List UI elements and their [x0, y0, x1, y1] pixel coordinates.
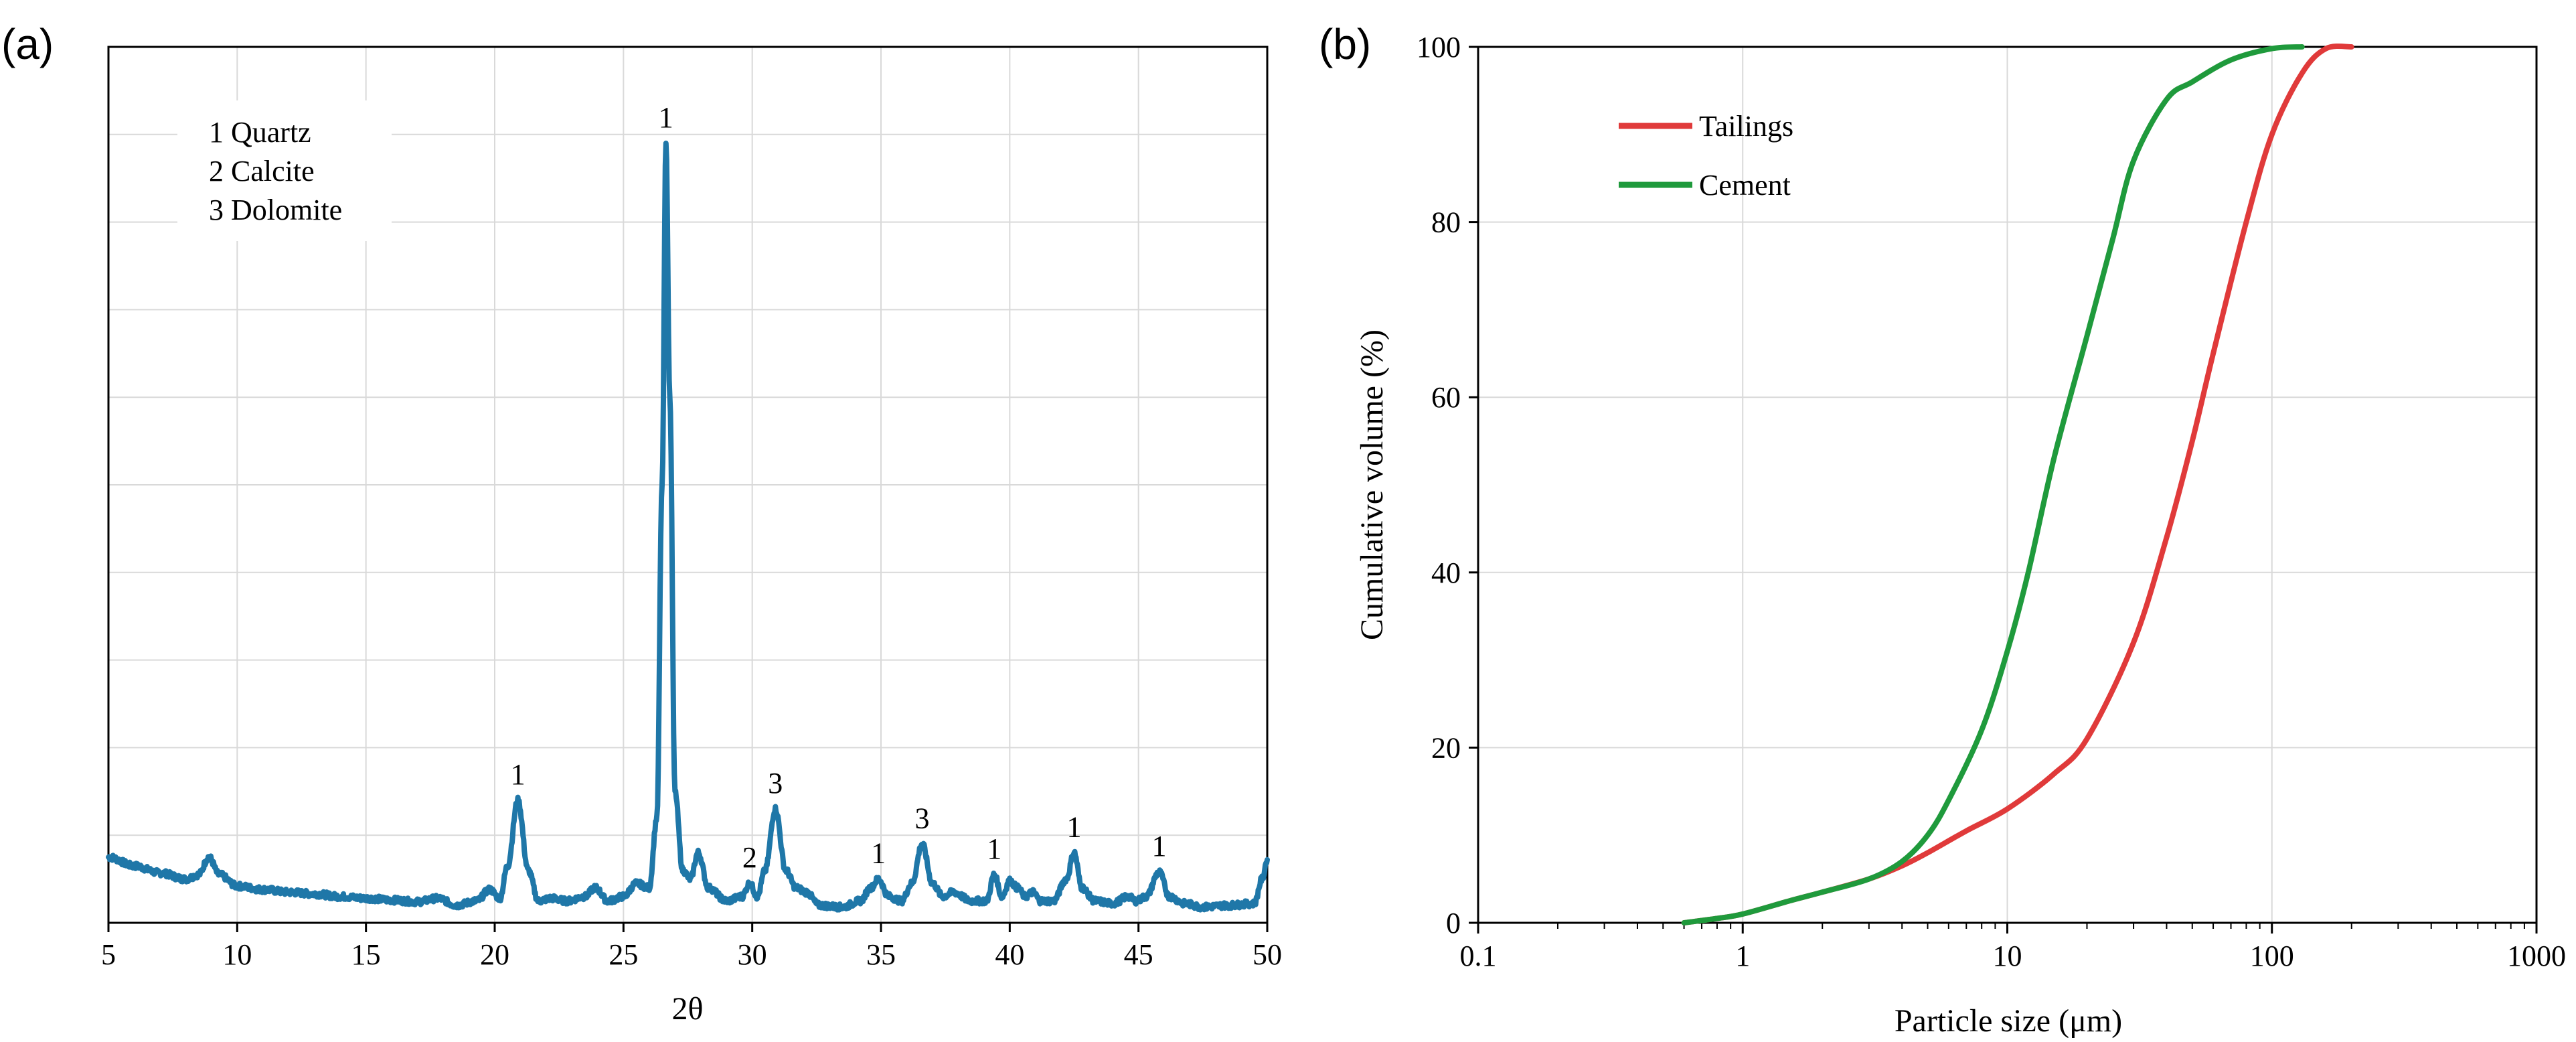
peak-label: 1	[1067, 810, 1082, 843]
panel-b-x-axis-title: Particle size (μm)	[1895, 1003, 2122, 1039]
panel-a-legend: 1 Quartz 2 Calcite 3 Dolomite	[177, 100, 392, 241]
legend-entry-tailings: Tailings	[1699, 110, 1793, 143]
cement-curve	[1681, 44, 2305, 925]
peak-label: 2	[742, 841, 757, 874]
panel-a-x-tick-label: 15	[351, 938, 381, 971]
panel-b-y-axis-title: Cumulative volume (%)	[1354, 329, 1390, 640]
peak-label: 3	[915, 802, 930, 834]
peak-label: 1	[987, 832, 1001, 865]
panel-a-x-tick-label: 35	[866, 938, 896, 971]
panel-b-psd-chart: (b) 0.1 1 10 100 1000 0 20 40 60 80 100 Tailings …	[1319, 20, 2566, 1039]
panel-a-gridlines	[108, 47, 1267, 923]
panel-b-label: (b)	[1319, 20, 1371, 68]
legend-entry-cement: Cement	[1699, 169, 1791, 202]
xrd-pattern-line	[106, 140, 1270, 913]
panel-a-x-tick-label: 30	[738, 938, 767, 971]
panel-b-y-tick-label: 60	[1431, 381, 1461, 414]
panel-a-x-tick-label: 20	[480, 938, 509, 971]
panel-a-x-tick-label: 10	[222, 938, 252, 971]
panel-b-x-tick-label: 100	[2250, 940, 2294, 972]
panel-a-label: (a)	[1, 20, 54, 68]
panel-b-y-tick-label: 20	[1431, 731, 1461, 764]
panel-b-x-tick-label: 0.1	[1460, 940, 1497, 972]
panel-b-y-tick-label: 0	[1446, 907, 1461, 940]
legend-box	[177, 100, 392, 241]
panel-a-x-tick-label: 5	[101, 938, 116, 971]
panel-a-x-ticks: 5 10 15 20 25 30 35 40 45 50	[101, 923, 1282, 971]
panel-a-x-tick-label: 40	[995, 938, 1024, 971]
legend-entry-quartz: 1 Quartz	[209, 116, 311, 149]
panel-b-legend: Tailings Cement	[1619, 110, 1793, 202]
panel-b-y-tick-label: 80	[1431, 206, 1461, 239]
panel-b-x-tick-label: 1000	[2507, 940, 2566, 972]
peak-label: 1	[1151, 830, 1166, 863]
panel-a-x-tick-label: 50	[1253, 938, 1282, 971]
panel-b-y-ticks: 0 20 40 60 80 100	[1417, 31, 1478, 940]
panel-b-x-tick-label: 1	[1735, 940, 1750, 972]
panel-b-gridlines	[1478, 47, 2537, 923]
panel-b-y-tick-label: 100	[1417, 31, 1461, 64]
peak-label: 1	[511, 758, 526, 791]
panel-a-x-axis-title: 2θ	[672, 991, 704, 1027]
panel-a-plot-frame	[107, 46, 1269, 924]
peak-label: 1	[659, 101, 673, 134]
legend-entry-calcite: 2 Calcite	[209, 155, 315, 188]
peak-label: 3	[768, 767, 783, 800]
panel-b-x-tick-label: 10	[1993, 940, 2022, 972]
panel-b-x-ticks: 0.1 1 10 100 1000	[1460, 923, 2566, 972]
panel-a-x-tick-label: 25	[609, 938, 638, 971]
panel-b-y-tick-label: 40	[1431, 556, 1461, 589]
panel-a-x-tick-label: 45	[1124, 938, 1153, 971]
legend-entry-dolomite: 3 Dolomite	[209, 194, 342, 226]
peak-label: 1	[871, 837, 886, 870]
